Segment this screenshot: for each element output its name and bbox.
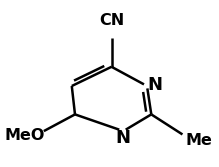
Text: CN: CN xyxy=(99,13,124,28)
Text: N: N xyxy=(116,129,131,147)
Text: Me: Me xyxy=(185,133,212,148)
Text: N: N xyxy=(147,76,162,94)
Text: MeO: MeO xyxy=(4,128,45,143)
